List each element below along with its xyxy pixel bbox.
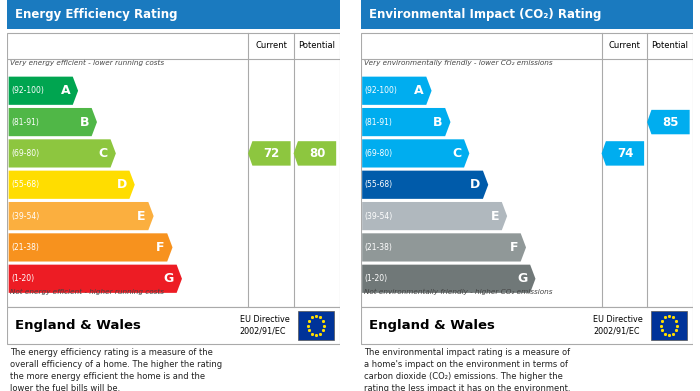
Bar	[7, 307, 340, 344]
Text: G: G	[517, 272, 528, 285]
Text: Potential: Potential	[298, 41, 335, 50]
Text: G: G	[164, 272, 174, 285]
Text: (55-68): (55-68)	[11, 180, 39, 189]
Text: F: F	[156, 241, 164, 254]
Polygon shape	[293, 141, 336, 166]
Polygon shape	[362, 265, 536, 293]
Text: Not energy efficient - higher running costs: Not energy efficient - higher running co…	[10, 289, 164, 295]
Text: (92-100): (92-100)	[365, 86, 398, 95]
Polygon shape	[8, 202, 153, 230]
Polygon shape	[362, 77, 432, 105]
Text: E: E	[491, 210, 499, 222]
Bar	[298, 311, 334, 340]
Text: (69-80): (69-80)	[365, 149, 393, 158]
Text: (81-91): (81-91)	[365, 118, 393, 127]
Text: Very energy efficient - lower running costs: Very energy efficient - lower running co…	[10, 60, 164, 66]
Text: Very environmentally friendly - lower CO₂ emissions: Very environmentally friendly - lower CO…	[364, 60, 552, 66]
Text: Not environmentally friendly - higher CO₂ emissions: Not environmentally friendly - higher CO…	[364, 289, 552, 295]
Bar	[652, 311, 687, 340]
Text: Potential: Potential	[652, 41, 689, 50]
Text: (92-100): (92-100)	[11, 86, 44, 95]
Polygon shape	[8, 170, 134, 199]
Text: (21-38): (21-38)	[365, 243, 393, 252]
Polygon shape	[362, 202, 507, 230]
Polygon shape	[601, 141, 644, 166]
Text: C: C	[452, 147, 461, 160]
Polygon shape	[8, 139, 116, 167]
Text: Current: Current	[608, 41, 640, 50]
Polygon shape	[362, 233, 526, 262]
Text: D: D	[116, 178, 127, 191]
Text: (69-80): (69-80)	[11, 149, 39, 158]
Text: Energy Efficiency Rating: Energy Efficiency Rating	[15, 8, 178, 21]
Polygon shape	[362, 170, 488, 199]
Text: B: B	[80, 116, 89, 129]
Polygon shape	[647, 110, 690, 134]
Text: EU Directive
2002/91/EC: EU Directive 2002/91/EC	[239, 315, 290, 336]
Text: C: C	[99, 147, 108, 160]
Text: (21-38): (21-38)	[11, 243, 39, 252]
Text: (39-54): (39-54)	[11, 212, 39, 221]
Text: B: B	[433, 116, 442, 129]
Text: (81-91): (81-91)	[11, 118, 39, 127]
Bar	[360, 307, 693, 344]
Text: 85: 85	[662, 116, 679, 129]
Text: 72: 72	[263, 147, 279, 160]
Polygon shape	[8, 77, 78, 105]
Text: The energy efficiency rating is a measure of the
overall efficiency of a home. T: The energy efficiency rating is a measur…	[10, 348, 223, 391]
Text: E: E	[137, 210, 146, 222]
Bar	[360, 33, 693, 307]
Text: 74: 74	[617, 147, 634, 160]
Text: The environmental impact rating is a measure of
a home's impact on the environme: The environmental impact rating is a mea…	[364, 348, 570, 391]
Polygon shape	[248, 141, 290, 166]
Text: 80: 80	[309, 147, 326, 160]
Text: Environmental Impact (CO₂) Rating: Environmental Impact (CO₂) Rating	[369, 8, 601, 21]
Text: Current: Current	[255, 41, 287, 50]
Bar	[7, 33, 340, 307]
Text: (1-20): (1-20)	[11, 274, 34, 283]
Polygon shape	[8, 233, 172, 262]
Text: A: A	[414, 84, 424, 97]
Text: (55-68): (55-68)	[365, 180, 393, 189]
Text: D: D	[470, 178, 480, 191]
Polygon shape	[8, 108, 97, 136]
Polygon shape	[8, 265, 182, 293]
Text: (1-20): (1-20)	[365, 274, 388, 283]
Text: F: F	[510, 241, 518, 254]
Text: England & Wales: England & Wales	[15, 319, 141, 332]
Text: England & Wales: England & Wales	[369, 319, 495, 332]
Text: (39-54): (39-54)	[365, 212, 393, 221]
Bar	[7, 0, 340, 29]
Text: A: A	[60, 84, 70, 97]
Bar	[360, 0, 693, 29]
Text: EU Directive
2002/91/EC: EU Directive 2002/91/EC	[594, 315, 643, 336]
Polygon shape	[362, 108, 451, 136]
Polygon shape	[362, 139, 470, 167]
